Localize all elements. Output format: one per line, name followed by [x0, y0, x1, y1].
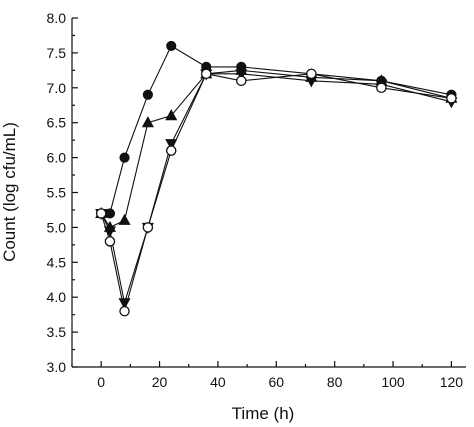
data-point-series-4 [119, 305, 130, 317]
data-point-series-1 [104, 208, 116, 219]
data-point-series-4 [446, 93, 457, 104]
data-point-series-2 [141, 116, 154, 128]
x-axis-title: Time (h) [232, 404, 295, 423]
y-axis-title: Count (log cfu/mL) [0, 122, 19, 262]
data-point-series-4 [201, 68, 212, 80]
y-tick-label: 4.0 [47, 289, 67, 305]
y-tick-label: 6.0 [47, 150, 67, 166]
data-point-series-4 [236, 75, 247, 87]
y-tick-label: 3.5 [47, 324, 67, 340]
y-tick-label: 5.0 [47, 219, 67, 235]
series-line-3 [100, 73, 452, 303]
series-line-2 [100, 69, 452, 229]
y-tick-label: 4.5 [47, 254, 67, 270]
data-point-series-1 [119, 152, 130, 163]
y-tick-label: 6.5 [47, 115, 67, 131]
data-point-series-1 [166, 40, 177, 52]
x-tick-label: 40 [210, 374, 226, 390]
y-tick-label: 3.0 [47, 359, 67, 375]
data-point-series-1 [142, 89, 153, 100]
series-line-1 [101, 45, 452, 214]
data-point-series-1 [236, 61, 247, 72]
data-point-series-2 [165, 109, 178, 121]
y-tick-label: 5.5 [47, 185, 67, 201]
data-point-series-4 [95, 208, 107, 219]
series-layer [100, 45, 452, 312]
x-tick-label: 80 [327, 374, 343, 390]
data-point-series-2 [103, 220, 116, 232]
data-point-series-2 [118, 213, 131, 225]
marker-layer [95, 40, 458, 317]
data-point-series-4 [142, 222, 154, 233]
axes: 3.0 3.5 4.0 4.5 5.0 5.5 6.0 6.5 7.0 7.5 8.0 0 20 40 60… [47, 10, 466, 390]
x-tick-label: 100 [381, 374, 405, 390]
y-tick-label: 8.0 [47, 10, 67, 26]
data-point-series-3 [118, 298, 131, 310]
data-point-series-3 [165, 139, 178, 151]
series-line-4 [100, 73, 452, 312]
x-tick-label: 20 [152, 374, 168, 390]
data-point-series-4 [165, 145, 177, 156]
y-tick-label: 7.5 [47, 45, 67, 61]
data-point-series-4 [104, 236, 116, 247]
x-tick-label: 120 [440, 374, 464, 390]
y-tick-label: 7.0 [47, 80, 67, 96]
x-tick-label: 0 [97, 374, 105, 390]
data-point-series-4 [376, 82, 387, 94]
data-point-series-4 [306, 68, 317, 80]
x-tick-label: 60 [269, 374, 285, 390]
